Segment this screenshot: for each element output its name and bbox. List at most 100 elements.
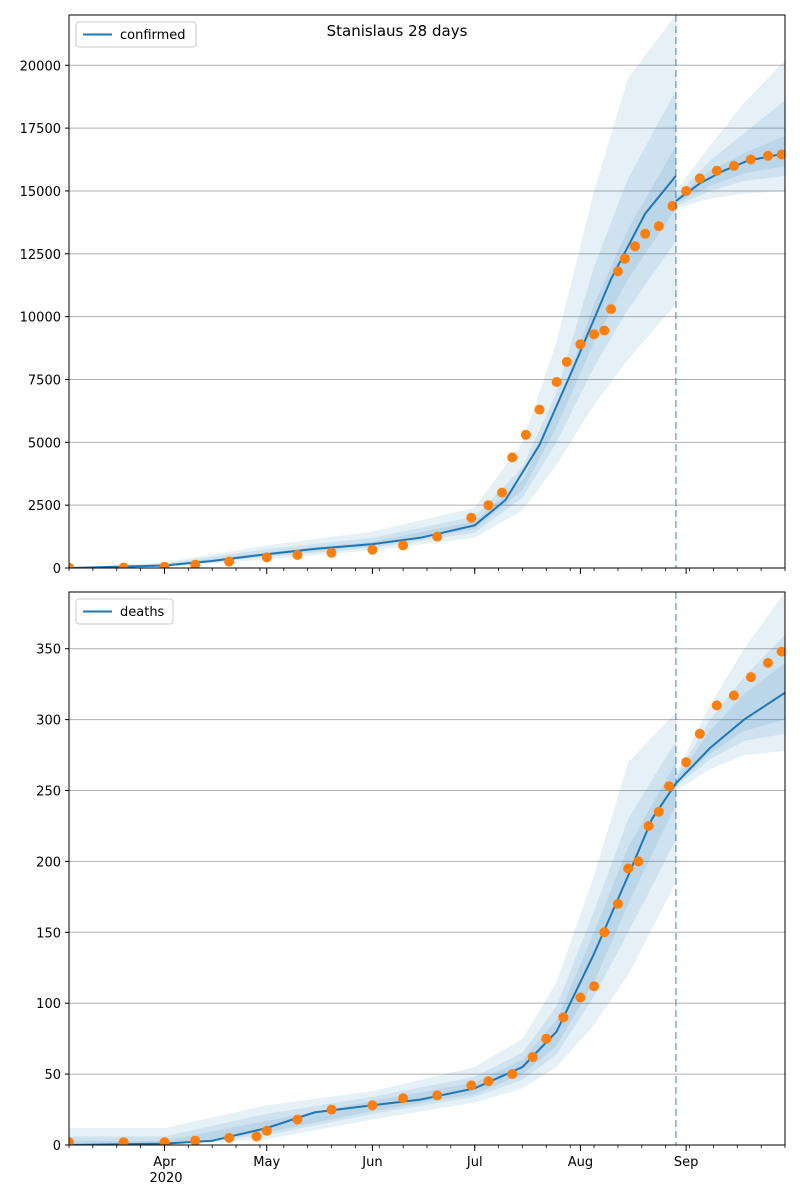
observed-point bbox=[483, 500, 494, 511]
observed-point bbox=[681, 186, 692, 196]
axes-frame bbox=[68, 14, 786, 569]
plot-area bbox=[69, 15, 785, 568]
observed-point bbox=[497, 487, 507, 498]
observed-point bbox=[606, 304, 617, 315]
legend-box bbox=[75, 598, 174, 625]
observed-point bbox=[507, 452, 518, 463]
model-line bbox=[69, 175, 677, 568]
model-line bbox=[69, 782, 677, 1145]
observed-point bbox=[694, 173, 705, 184]
observed-point bbox=[681, 757, 692, 768]
observed-point bbox=[398, 1093, 409, 1104]
observed-point bbox=[520, 429, 531, 440]
observed-point bbox=[745, 672, 756, 683]
observed-point bbox=[292, 1114, 303, 1125]
y-tick-label: 100 bbox=[36, 997, 61, 1012]
observed-point bbox=[667, 201, 678, 211]
observed-point bbox=[466, 512, 477, 523]
observed-point bbox=[653, 221, 664, 232]
observed-point bbox=[589, 329, 600, 340]
observed-point bbox=[599, 325, 610, 336]
observed-point bbox=[251, 1131, 262, 1142]
uncertainty-band bbox=[675, 135, 785, 204]
observed-point bbox=[763, 150, 773, 161]
observed-point bbox=[776, 149, 785, 160]
axes-frame bbox=[68, 591, 786, 1146]
deaths-panel: 0 50 100 150 200 250 300 350 Apr May Jun Jul Aug Sep d… bbox=[36, 591, 786, 1170]
observed-point bbox=[630, 241, 640, 252]
y-tick-label: 300 bbox=[36, 714, 61, 729]
observed-point bbox=[527, 1052, 538, 1063]
figure-title: Stanislaus 28 days bbox=[327, 22, 468, 40]
model-forecast-line bbox=[675, 691, 785, 785]
observed-point bbox=[643, 821, 654, 831]
observed-point bbox=[261, 1125, 272, 1136]
observed-point bbox=[466, 1080, 477, 1091]
uncertainty-band bbox=[675, 60, 785, 209]
observed-point bbox=[190, 559, 201, 568]
observed-point bbox=[776, 646, 785, 657]
observed-point bbox=[432, 531, 443, 542]
observed-point bbox=[575, 992, 586, 1003]
observed-point bbox=[653, 806, 664, 817]
y-tick-label: 20000 bbox=[20, 59, 61, 74]
y-tick-label: 0 bbox=[53, 562, 61, 577]
observed-point bbox=[261, 552, 272, 563]
y-tick-label: 200 bbox=[36, 855, 61, 870]
observed-point bbox=[159, 561, 170, 568]
observed-point bbox=[69, 1137, 74, 1145]
uncertainty-band bbox=[675, 634, 785, 787]
x-tick-label: Apr bbox=[153, 1155, 176, 1170]
observed-point bbox=[575, 339, 586, 350]
observed-point bbox=[118, 562, 129, 568]
uncertainty-band bbox=[675, 592, 785, 791]
y-tick-label: 2500 bbox=[28, 499, 61, 514]
uncertainty-band bbox=[69, 712, 676, 1145]
observed-point bbox=[69, 562, 74, 568]
observed-point bbox=[398, 540, 409, 551]
y-tick-label: 17500 bbox=[20, 122, 61, 137]
observed-point bbox=[326, 547, 337, 558]
y-tick-label: 0 bbox=[53, 1139, 61, 1154]
observed-point bbox=[292, 549, 303, 560]
observed-point bbox=[694, 728, 705, 739]
observed-point bbox=[633, 856, 644, 867]
observed-point bbox=[728, 160, 739, 171]
y-tick-label: 350 bbox=[36, 643, 61, 658]
observed-point bbox=[619, 253, 630, 264]
observed-point bbox=[558, 1012, 569, 1023]
observed-point bbox=[589, 981, 600, 992]
observed-point bbox=[664, 781, 675, 792]
observed-point bbox=[367, 544, 378, 555]
x-year-label: 2020 bbox=[149, 1171, 182, 1186]
observed-point bbox=[728, 690, 739, 701]
observed-point bbox=[763, 657, 773, 668]
plot-area bbox=[69, 592, 785, 1145]
y-tick-label: 250 bbox=[36, 785, 61, 800]
observed-point bbox=[711, 700, 722, 711]
observed-point bbox=[711, 165, 722, 176]
x-tick-label: Aug bbox=[568, 1155, 593, 1170]
observed-point bbox=[224, 1132, 235, 1143]
observed-point bbox=[190, 1135, 201, 1145]
legend-box bbox=[75, 21, 197, 48]
observed-point bbox=[541, 1033, 552, 1044]
y-tick-label: 15000 bbox=[20, 185, 61, 200]
y-tick-label: 10000 bbox=[20, 311, 61, 326]
observed-point bbox=[326, 1104, 337, 1115]
y-tick-label: 150 bbox=[36, 926, 61, 941]
x-tick-label: Jun bbox=[361, 1155, 382, 1170]
observed-point bbox=[483, 1076, 494, 1087]
observed-point bbox=[534, 404, 545, 415]
legend-label: confirmed bbox=[120, 28, 186, 43]
y-tick-label: 12500 bbox=[20, 248, 61, 263]
observed-point bbox=[224, 556, 235, 567]
y-tick-label: 50 bbox=[44, 1068, 61, 1083]
observed-point bbox=[507, 1069, 518, 1080]
y-tick-label: 7500 bbox=[28, 373, 61, 388]
observed-point bbox=[623, 863, 634, 874]
observed-point bbox=[745, 154, 756, 165]
model-forecast-line bbox=[675, 152, 785, 202]
observed-point bbox=[612, 266, 623, 277]
